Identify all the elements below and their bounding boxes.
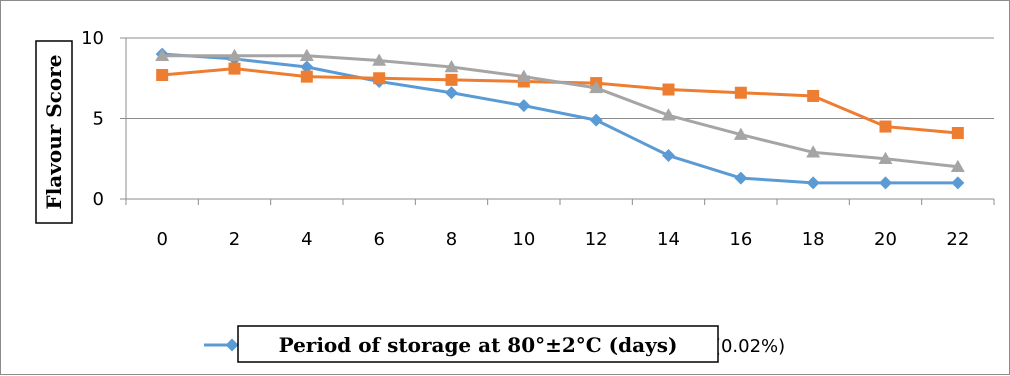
legend-marker bbox=[225, 338, 239, 352]
x-tick-label: 4 bbox=[301, 229, 312, 250]
data-point bbox=[589, 80, 604, 94]
x-tick-label: 22 bbox=[946, 229, 969, 250]
data-point bbox=[228, 62, 241, 75]
data-point bbox=[155, 48, 170, 61]
data-point bbox=[807, 89, 820, 102]
x-tick-label: 0 bbox=[156, 229, 167, 250]
x-axis-title: Period of storage at 80°±2°C (days) bbox=[279, 333, 678, 357]
y-axis-title-box: Flavour Score bbox=[35, 40, 73, 224]
data-point bbox=[300, 70, 313, 83]
series-line bbox=[162, 67, 958, 135]
data-point bbox=[734, 171, 748, 185]
x-axis-title-box: Period of storage at 80°±2°C (days) bbox=[237, 325, 719, 363]
data-point bbox=[516, 69, 531, 82]
x-tick-label: 2 bbox=[229, 229, 240, 250]
series-2 bbox=[155, 48, 965, 173]
data-point bbox=[878, 151, 893, 164]
data-point bbox=[733, 127, 748, 140]
y-tick-label: 10 bbox=[81, 28, 104, 49]
data-point bbox=[227, 48, 242, 61]
axis-layer bbox=[120, 37, 995, 205]
series-1 bbox=[156, 62, 964, 139]
data-point bbox=[951, 126, 964, 139]
data-point bbox=[879, 176, 892, 190]
data-point bbox=[806, 145, 821, 158]
x-tick-label: 6 bbox=[373, 229, 384, 250]
y-axis-title: Flavour Score bbox=[42, 55, 66, 210]
series-layer bbox=[155, 47, 965, 190]
series-line bbox=[162, 54, 958, 169]
x-tick-label: 8 bbox=[446, 229, 457, 250]
data-point bbox=[734, 86, 747, 99]
y-tick-label: 0 bbox=[93, 189, 104, 210]
data-point bbox=[662, 149, 675, 163]
x-tick-label: 20 bbox=[874, 229, 897, 250]
data-point bbox=[445, 86, 458, 100]
x-tick-label: 10 bbox=[512, 229, 535, 250]
data-point bbox=[950, 159, 965, 173]
y-tick-label: 5 bbox=[93, 109, 104, 130]
data-point bbox=[806, 176, 820, 190]
x-tick-label: 18 bbox=[802, 229, 825, 250]
y-axis-title-border bbox=[35, 40, 73, 224]
data-point bbox=[879, 120, 892, 133]
grid-layer bbox=[126, 37, 994, 119]
x-axis-title-border bbox=[237, 325, 719, 363]
x-tick-label: 14 bbox=[657, 229, 680, 250]
data-point bbox=[156, 69, 169, 82]
data-point bbox=[517, 99, 531, 113]
data-point bbox=[662, 83, 675, 96]
data-point bbox=[300, 60, 314, 74]
data-point bbox=[951, 176, 965, 190]
data-point bbox=[661, 108, 676, 121]
label-layer: 0 5 10 0 2 4 6 8 10 12 14 16 18 20 22 bbox=[81, 28, 969, 250]
data-point bbox=[373, 72, 386, 85]
series-line bbox=[162, 52, 958, 185]
data-point bbox=[444, 59, 459, 73]
x-tick-label: 12 bbox=[585, 229, 608, 250]
data-point bbox=[372, 53, 387, 66]
data-point bbox=[445, 73, 458, 86]
data-point bbox=[299, 48, 314, 61]
x-tick-label: 16 bbox=[729, 229, 752, 250]
data-point bbox=[589, 113, 603, 127]
